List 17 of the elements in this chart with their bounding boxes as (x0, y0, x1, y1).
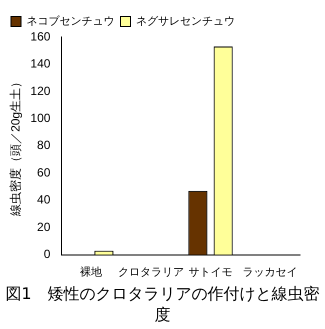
y-axis-title: 線虫密度（頭／20g生土） (8, 76, 23, 217)
y-tick-label: 0 (44, 247, 51, 262)
y-tick-label: 100 (30, 110, 51, 125)
y-tick-label: 140 (30, 56, 51, 71)
y-tick-label: 40 (37, 192, 51, 207)
x-tick-label: サトイモ (188, 266, 233, 278)
text: 図1 矮性のクロタラリアの作付けと線虫密度 (4, 284, 321, 326)
x-tick-label: クロタラリア (118, 266, 184, 278)
legend-label: ネグサレセンチュウ (136, 16, 235, 28)
y-tick-label: 20 (37, 220, 51, 234)
x-tick-label: ラッカセイ (242, 266, 298, 278)
y-tick-label: 160 (30, 29, 51, 44)
legend-label: ネコブセンチュウ (26, 14, 114, 28)
y-tick-label: 80 (37, 138, 51, 152)
x-tick-label: 裸地 (80, 265, 102, 278)
y-tick-label: 60 (37, 165, 51, 180)
y-tick-label: 120 (30, 84, 51, 98)
